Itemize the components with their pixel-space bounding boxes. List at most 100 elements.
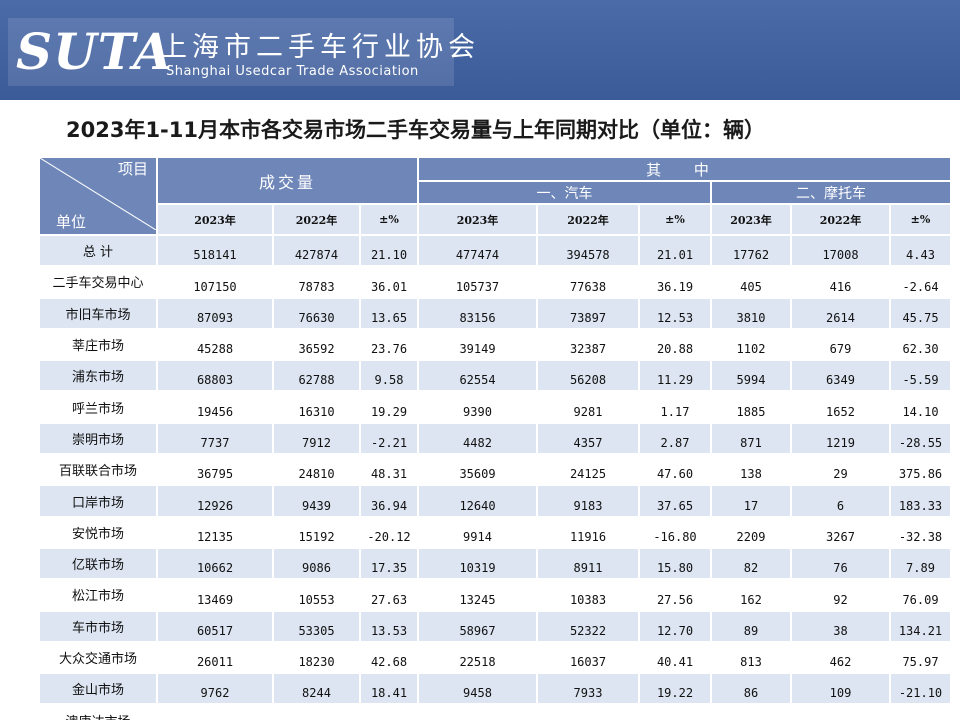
- table-cell: 4.43: [891, 236, 950, 266]
- table-cell: 39149: [419, 329, 536, 360]
- header-banner: SUTA 上海市二手车行业协会 Shanghai Usedcar Trade A…: [0, 0, 960, 100]
- table-cell: 134.21: [891, 611, 950, 641]
- table-cell: 7912: [274, 423, 359, 454]
- row-label: 大众交通市场: [40, 642, 156, 673]
- row-label: 浦东市场: [40, 361, 156, 391]
- table-cell: 19456: [158, 392, 272, 422]
- table-cell: 76630: [274, 298, 359, 328]
- column-header: ±%: [640, 205, 710, 234]
- table-cell: 15.80: [640, 548, 710, 579]
- table-cell: 16037: [538, 642, 638, 673]
- row-label: 亿联市场: [40, 548, 156, 579]
- table-cell: 10553: [274, 580, 359, 610]
- table-cell: 416: [792, 267, 889, 297]
- table-cell: 17008: [792, 236, 889, 266]
- table-cell: 183.33: [891, 486, 950, 516]
- table-cell: 23.76: [361, 329, 417, 360]
- table-cell: 40.41: [640, 642, 710, 673]
- table-cell: 48.31: [361, 455, 417, 485]
- table-cell: 10662: [158, 548, 272, 579]
- table-cell: 21.10: [361, 236, 417, 266]
- row-label: 市旧车市场: [40, 298, 156, 328]
- table-cell: 12.53: [640, 298, 710, 328]
- table-cell: 68803: [158, 361, 272, 391]
- row-label: 二手车交易中心: [40, 267, 156, 297]
- table-cell: 22518: [419, 642, 536, 673]
- table-cell: 62554: [419, 361, 536, 391]
- corner-label-item: 项目: [117, 160, 148, 178]
- table-cell: 26011: [158, 642, 272, 673]
- column-header: 2022年: [274, 205, 359, 234]
- table-cell: 11.29: [640, 361, 710, 391]
- table-cell: 9439: [274, 486, 359, 516]
- volume-group-header: 成交量: [158, 158, 417, 203]
- table-cell: 19.22: [640, 674, 710, 704]
- data-table: 项目 单位 成交量 其 中 一、汽车 二、摩托车 2023年 2022年 ±% 202…: [40, 158, 950, 720]
- table-cell: 83156: [419, 298, 536, 328]
- table-cell: 12640: [419, 486, 536, 516]
- table-cell: 405: [712, 267, 790, 297]
- table-cell: 16310: [274, 392, 359, 422]
- corner-label-unit: 单位: [56, 213, 87, 231]
- logo-backdrop: [8, 18, 454, 86]
- table-cell: 1885: [712, 392, 790, 422]
- row-label: 百联联合市场: [40, 455, 156, 485]
- table-cell: 3267: [792, 517, 889, 547]
- table-cell: 73897: [538, 298, 638, 328]
- table-cell: -: [792, 705, 889, 720]
- table-cell: 6: [792, 486, 889, 516]
- table-cell: 82: [712, 548, 790, 579]
- table-cell: 77638: [538, 267, 638, 297]
- column-header: ±%: [891, 205, 950, 234]
- table-cell: 24810: [274, 455, 359, 485]
- table-cell: -5.59: [891, 361, 950, 391]
- table-cell: 7737: [158, 423, 272, 454]
- table-cell: 813: [712, 642, 790, 673]
- table-cell: 9390: [419, 392, 536, 422]
- car-group-header: 一、汽车: [419, 182, 710, 203]
- table-cell: 87093: [158, 298, 272, 328]
- table-cell: 5994: [712, 361, 790, 391]
- table-cell: 9762: [158, 674, 272, 704]
- row-label: 车市市场: [40, 611, 156, 641]
- table-cell: -16.80: [640, 517, 710, 547]
- table-cell: 9086: [274, 548, 359, 579]
- corner-header: 项目 单位: [40, 158, 156, 234]
- table-cell: 60517: [158, 611, 272, 641]
- table-cell: 871: [712, 423, 790, 454]
- table-cell: 518141: [158, 236, 272, 266]
- table-cell: 2209: [712, 517, 790, 547]
- table-cell: -21.10: [891, 674, 950, 704]
- table-cell: 76.09: [891, 580, 950, 610]
- table-cell: 10319: [419, 548, 536, 579]
- logo-abbreviation: SUTA: [16, 22, 173, 81]
- table-cell: 8244: [274, 674, 359, 704]
- table-cell: 35609: [419, 455, 536, 485]
- table-cell: -: [274, 705, 359, 720]
- table-cell: 109: [792, 674, 889, 704]
- column-header: 2023年: [158, 205, 272, 234]
- among-group-header: 其 中: [419, 158, 950, 180]
- row-label: 澳康达市场: [40, 705, 156, 720]
- table-cell: 13469: [158, 580, 272, 610]
- table-cell: 19.29: [361, 392, 417, 422]
- table-cell: 32387: [538, 329, 638, 360]
- table-cell: -: [712, 705, 790, 720]
- table-cell: 45288: [158, 329, 272, 360]
- table-cell: 37.65: [640, 486, 710, 516]
- logo-english-name: Shanghai Usedcar Trade Association: [166, 64, 419, 79]
- table-cell: 89: [712, 611, 790, 641]
- table-cell: 18.41: [361, 674, 417, 704]
- table-cell: 38: [792, 611, 889, 641]
- table-cell: 337: [158, 705, 272, 720]
- table-cell: -: [538, 705, 638, 720]
- table-cell: 13.53: [361, 611, 417, 641]
- table-cell: 13245: [419, 580, 536, 610]
- table-cell: 36.94: [361, 486, 417, 516]
- table-cell: 9458: [419, 674, 536, 704]
- table-cell: 36795: [158, 455, 272, 485]
- table-cell: 337: [419, 705, 536, 720]
- table-cell: 17.35: [361, 548, 417, 579]
- row-label: 呼兰市场: [40, 392, 156, 422]
- table-cell: 42.68: [361, 642, 417, 673]
